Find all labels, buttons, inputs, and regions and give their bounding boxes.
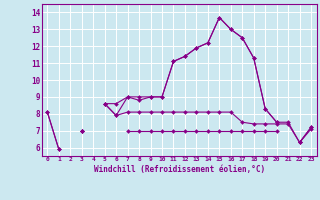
X-axis label: Windchill (Refroidissement éolien,°C): Windchill (Refroidissement éolien,°C) bbox=[94, 165, 265, 174]
